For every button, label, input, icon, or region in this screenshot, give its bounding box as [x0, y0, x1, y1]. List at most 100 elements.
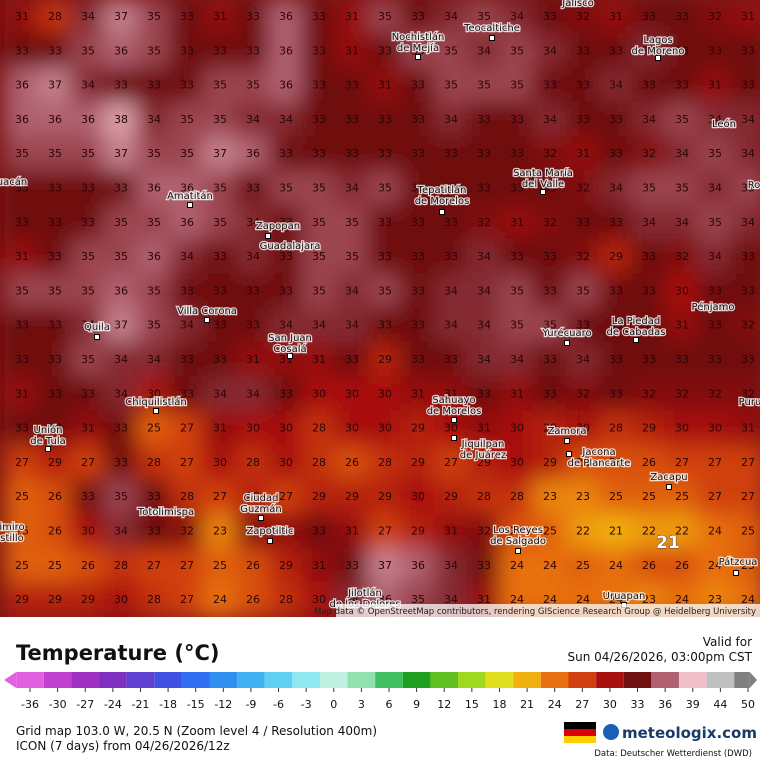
temperature-value: 33 [510, 147, 524, 160]
temperature-cell [37, 101, 73, 139]
temperature-cell [169, 444, 205, 482]
temperature-value: 33 [279, 284, 293, 297]
attribution: Map data © OpenStreetMap contributors, r… [314, 607, 756, 617]
temperature-value: 29 [543, 422, 557, 435]
city-label: Los Reyes [493, 525, 543, 536]
temperature-value: 33 [312, 79, 326, 92]
temperature-value: 33 [180, 353, 194, 366]
temperature-cell [202, 136, 238, 173]
temperature-value: 33 [741, 284, 755, 297]
temperature-cell [730, 479, 760, 516]
temperature-cell [697, 307, 733, 344]
colorbar-tick-label: 50 [741, 698, 755, 711]
temperature-value: 28 [48, 10, 62, 23]
temperature-value: 33 [180, 387, 194, 400]
temperature-cell [565, 170, 601, 207]
temperature-value: 35 [477, 79, 491, 92]
temperature-value: 30 [411, 490, 425, 503]
temperature-value: 33 [48, 353, 62, 366]
city-label: Lagos [643, 35, 672, 46]
temperature-cell [103, 581, 139, 617]
temperature-cell [169, 67, 205, 104]
temperature-cell [268, 33, 304, 70]
temperature-value: 31 [477, 422, 491, 435]
temperature-value: 34 [147, 113, 161, 126]
temperature-value: 33 [81, 182, 95, 195]
temperature-cell [70, 444, 106, 482]
temperature-value: 27 [15, 456, 29, 469]
temperature-cell [4, 376, 40, 413]
temperature-value: 35 [741, 182, 755, 195]
temperature-cell [367, 410, 403, 447]
temperature-cell [334, 410, 370, 447]
temperature-cell [169, 33, 205, 70]
temperature-value: 25 [147, 422, 161, 435]
temperature-value: 33 [576, 44, 590, 57]
temperature-cell [565, 410, 601, 447]
temperature-value: 25 [15, 525, 29, 538]
temperature-value: 33 [213, 44, 227, 57]
temperature-value: 33 [609, 319, 623, 332]
temperature-value: 33 [345, 559, 359, 572]
temperature-cell [466, 307, 502, 344]
temperature-value: 29 [48, 456, 62, 469]
colorbar-segment [485, 672, 514, 688]
temperature-cell [334, 341, 370, 379]
temperature-cell [697, 273, 733, 310]
temperature-cell [136, 136, 172, 173]
data-source: Data: Deutscher Wetterdienst (DWD) [594, 749, 752, 759]
temperature-cell [367, 479, 403, 516]
temperature-cell [202, 444, 238, 482]
temperature-cell [664, 0, 700, 36]
temperature-cell [334, 479, 370, 516]
temperature-cell [499, 0, 535, 36]
temperature-value: 34 [147, 353, 161, 366]
temperature-value: 35 [378, 284, 392, 297]
temperature-cell [202, 204, 238, 241]
temperature-cell [664, 136, 700, 173]
temperature-value: 35 [81, 147, 95, 160]
temperature-cell [631, 479, 667, 516]
city-label: Santa María [513, 167, 573, 179]
temperature-cell [37, 170, 73, 207]
temperature-cell [367, 376, 403, 413]
temperature-value: 35 [675, 182, 689, 195]
temperature-value: 33 [642, 353, 656, 366]
colorbar-segment [319, 672, 348, 688]
temperature-value: 35 [180, 147, 194, 160]
city-label: Uruapan [603, 591, 646, 602]
colorbar-segment [237, 672, 265, 688]
temperature-cell [103, 0, 139, 36]
city-marker [154, 508, 160, 514]
temperature-cell [70, 67, 106, 104]
point-value: 21 [656, 533, 680, 553]
temperature-cell [334, 67, 370, 104]
temperature-cell [466, 513, 502, 550]
temperature-value: 34 [708, 250, 722, 263]
temperature-cell [400, 513, 436, 550]
temperature-value: 30 [279, 456, 293, 469]
temperature-cell [532, 410, 568, 447]
city-label: San Juan [268, 333, 312, 344]
temperature-cell [4, 0, 40, 36]
temperature-cell [235, 307, 271, 344]
temperature-value: 33 [312, 10, 326, 23]
temperature-value: 33 [312, 147, 326, 160]
temperature-value: 33 [741, 353, 755, 366]
temperature-cell [400, 238, 436, 276]
temperature-value: 33 [477, 147, 491, 160]
temperature-cell [70, 204, 106, 241]
city-label: Quila [84, 322, 110, 333]
temperature-value: 34 [477, 250, 491, 263]
temperature-value: 30 [312, 387, 326, 400]
temperature-value: 32 [246, 525, 260, 538]
temperature-cell [334, 136, 370, 173]
temperature-value: 24 [213, 593, 227, 606]
colorbar-segment [513, 672, 541, 688]
temperature-cell [334, 444, 370, 482]
temperature-value: 33 [378, 44, 392, 57]
temperature-cell [169, 581, 205, 617]
temperature-cell [400, 204, 436, 241]
temperature-value: 31 [312, 559, 326, 572]
temperature-value: 33 [411, 284, 425, 297]
